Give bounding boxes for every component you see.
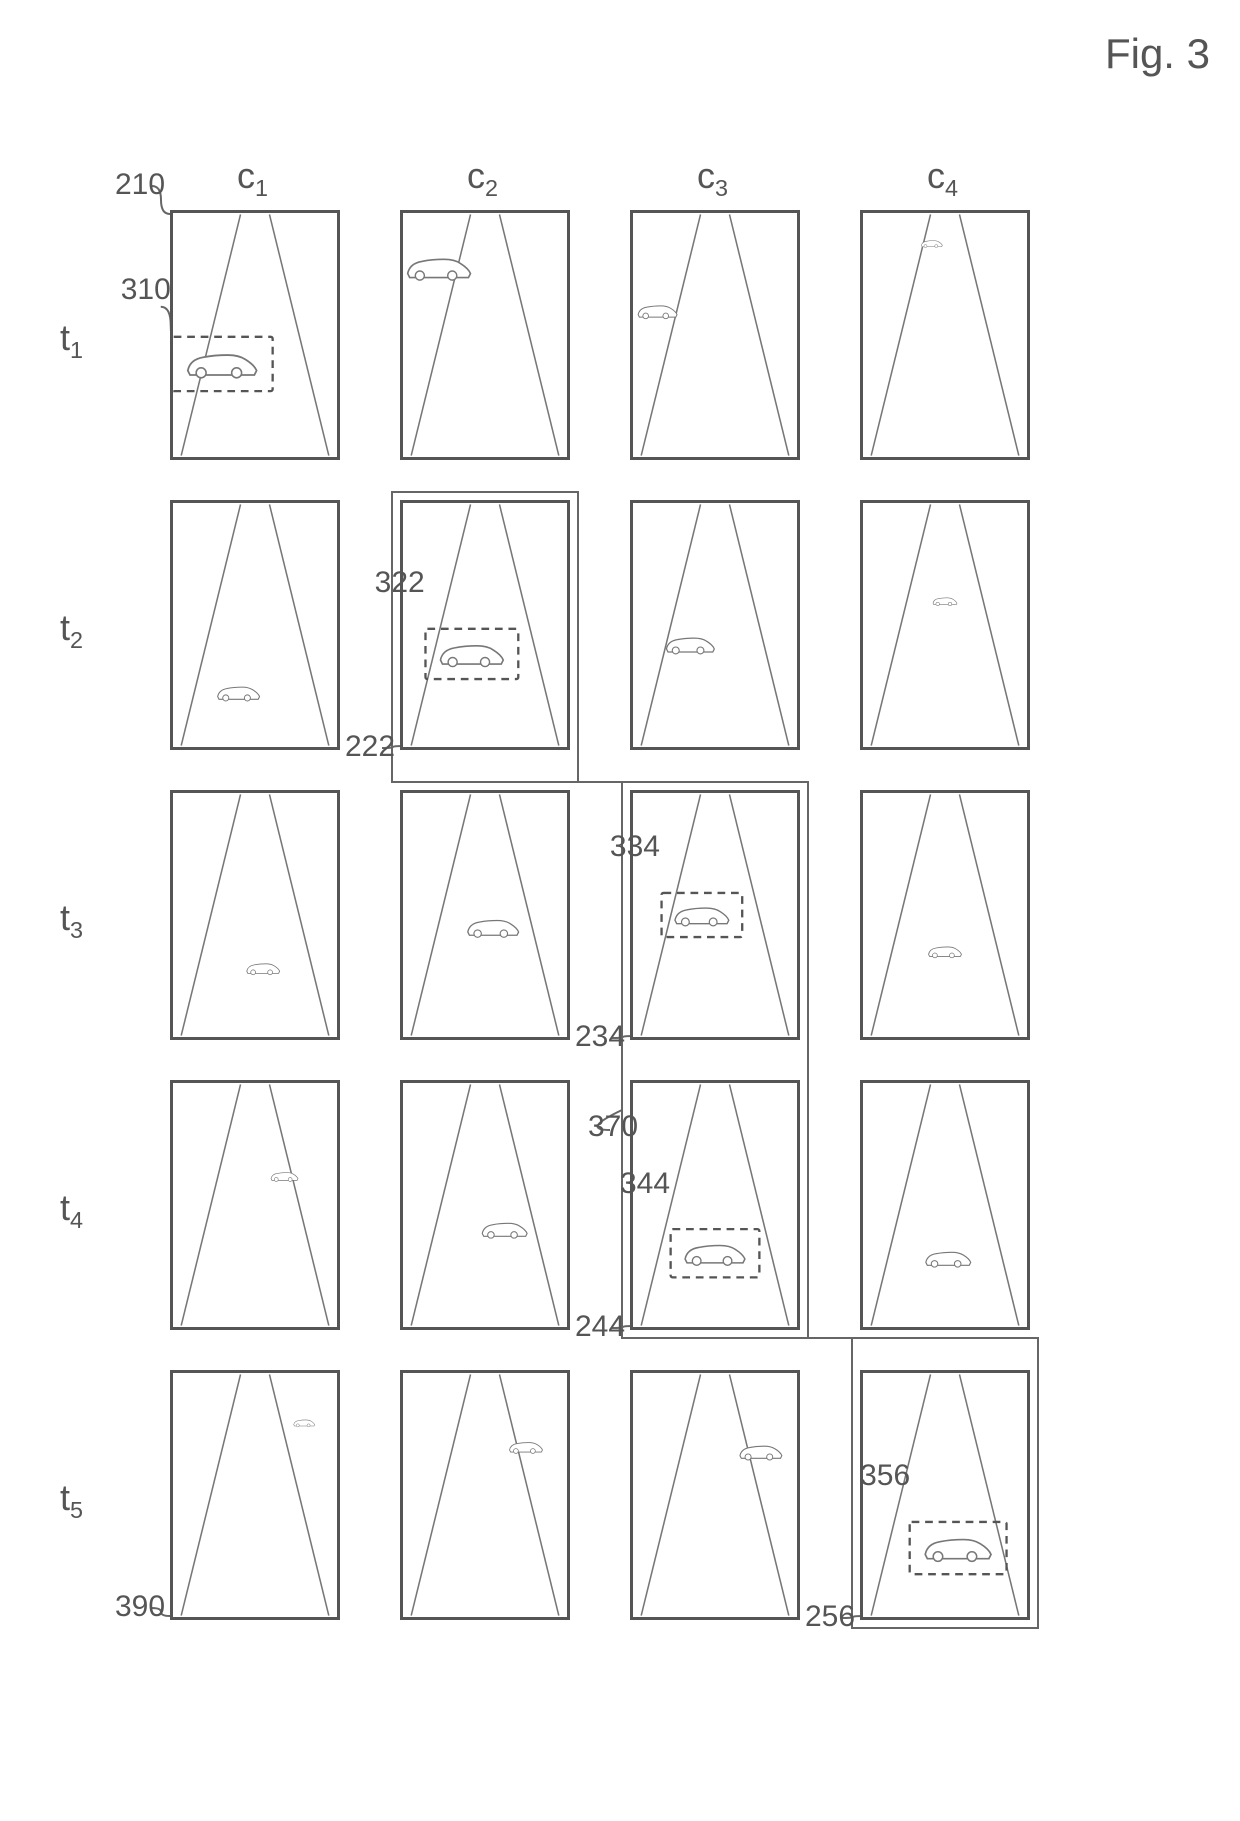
bbox-label-322: 322 bbox=[375, 566, 425, 600]
panel-t4-c3 bbox=[630, 1080, 800, 1330]
column-header-c2: c2 bbox=[467, 155, 498, 202]
bbox-label-310: 310 bbox=[121, 273, 171, 307]
panel-t5-c3 bbox=[630, 1370, 800, 1620]
figure-stage: Fig. 3 c1 c2 c3 c4 t1 t2 t3 t4 t5 310 210 bbox=[0, 0, 1240, 1821]
panel-t3-c4 bbox=[860, 790, 1030, 1040]
column-header-c3: c3 bbox=[697, 155, 728, 202]
row-header-t5: t5 bbox=[60, 1477, 83, 1524]
panel-t4-c4 bbox=[860, 1080, 1030, 1330]
panel-t4-c1 bbox=[170, 1080, 340, 1330]
column-header-c4: c4 bbox=[927, 155, 958, 202]
frame-label-234: 234 bbox=[575, 1020, 625, 1054]
panel-t5-c2 bbox=[400, 1370, 570, 1620]
figure-number: Fig. 3 bbox=[1105, 30, 1210, 78]
panel-t1-c1 bbox=[170, 210, 340, 460]
bbox-label-344: 344 bbox=[620, 1167, 670, 1201]
column-header-c1: c1 bbox=[237, 155, 268, 202]
frame-label-222: 222 bbox=[345, 730, 395, 764]
frame-label-244: 244 bbox=[575, 1310, 625, 1344]
bbox-label-334: 334 bbox=[610, 830, 660, 864]
frame-label-256: 256 bbox=[805, 1600, 855, 1634]
panel-t3-c1 bbox=[170, 790, 340, 1040]
group-label-370: 370 bbox=[588, 1110, 638, 1144]
panel-t1-c2 bbox=[400, 210, 570, 460]
bbox-label-356: 356 bbox=[860, 1459, 910, 1493]
row-header-t1: t1 bbox=[60, 317, 83, 364]
panel-t2-c2 bbox=[400, 500, 570, 750]
row-header-t4: t4 bbox=[60, 1187, 83, 1234]
frame-label-390: 390 bbox=[115, 1590, 165, 1624]
panel-t2-c4 bbox=[860, 500, 1030, 750]
panel-t5-c4 bbox=[860, 1370, 1030, 1620]
row-header-t3: t3 bbox=[60, 897, 83, 944]
frame-label-210: 210 bbox=[115, 168, 165, 202]
row-header-t2: t2 bbox=[60, 607, 83, 654]
panel-t1-c4 bbox=[860, 210, 1030, 460]
panel-t4-c2 bbox=[400, 1080, 570, 1330]
panel-t2-c1 bbox=[170, 500, 340, 750]
panel-t3-c3 bbox=[630, 790, 800, 1040]
panel-t3-c2 bbox=[400, 790, 570, 1040]
panel-t2-c3 bbox=[630, 500, 800, 750]
panel-t5-c1 bbox=[170, 1370, 340, 1620]
panel-t1-c3 bbox=[630, 210, 800, 460]
